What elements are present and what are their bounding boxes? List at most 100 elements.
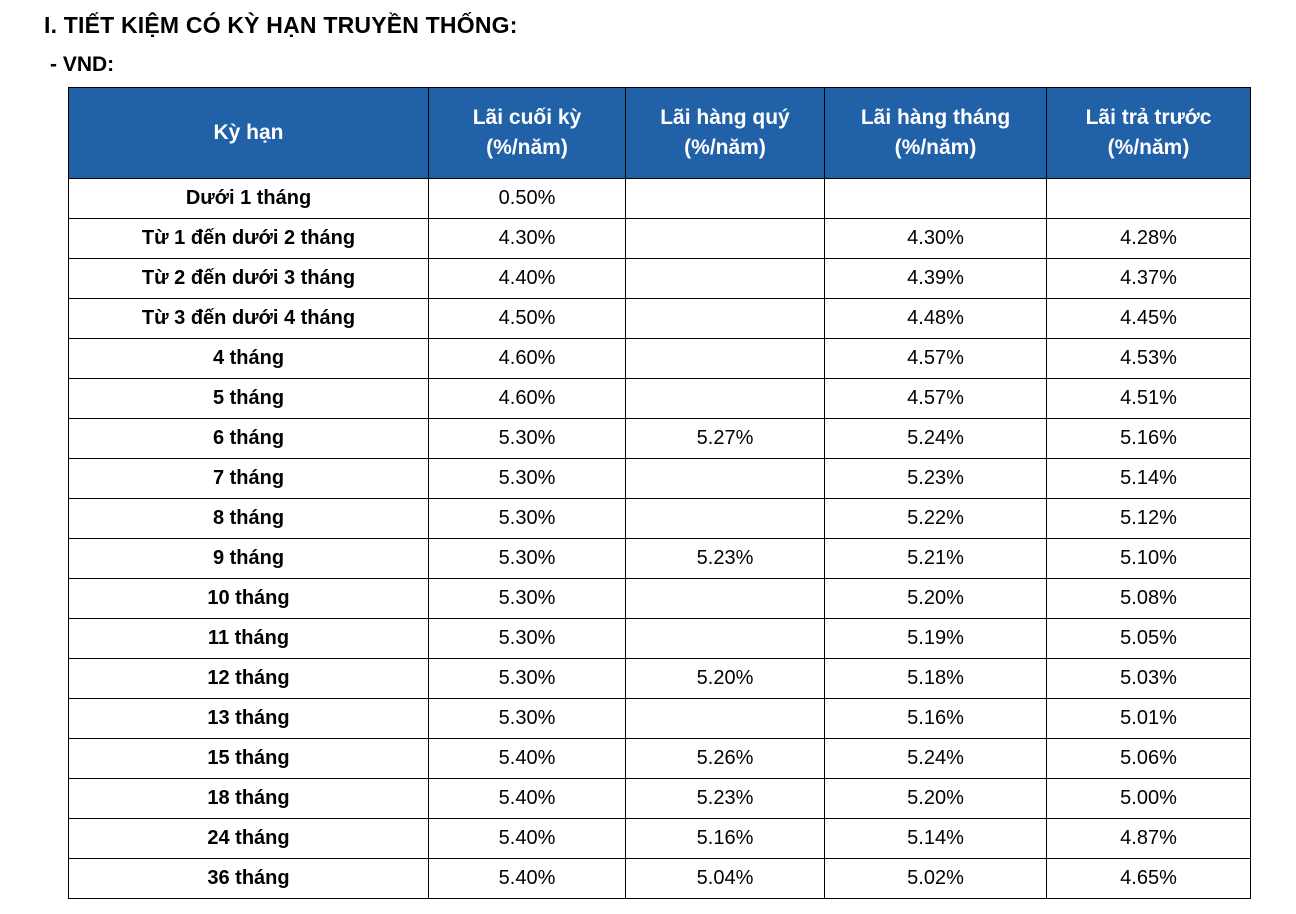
column-header-line1: Lãi hàng tháng <box>860 105 1011 129</box>
rate-cell: 0.50% <box>428 178 626 219</box>
column-header-line1: Lãi cuối kỳ <box>472 105 582 129</box>
rate-cell <box>625 338 825 379</box>
rate-cell: 5.04% <box>625 858 825 899</box>
rate-cell: 5.16% <box>824 698 1047 739</box>
rate-cell <box>824 178 1047 219</box>
rate-cell: 5.08% <box>1046 578 1251 619</box>
term-cell: 6 tháng <box>68 418 429 459</box>
rate-cell: 4.30% <box>428 218 626 259</box>
rate-cell: 5.23% <box>824 458 1047 499</box>
rate-cell: 4.50% <box>428 298 626 339</box>
rate-cell: 5.01% <box>1046 698 1251 739</box>
table-row: 10 tháng 5.30% 5.20% 5.08% <box>68 578 1251 619</box>
term-cell: 12 tháng <box>68 658 429 699</box>
rate-cell: 4.57% <box>824 338 1047 379</box>
rate-cell: 5.02% <box>824 858 1047 899</box>
rate-cell: 5.40% <box>428 778 626 819</box>
table-row: 6 tháng 5.30% 5.27% 5.24% 5.16% <box>68 418 1251 459</box>
table-header-row: Kỳ hạn Lãi cuối kỳ (%/năm) Lãi hàng quý (%/n… <box>68 87 1251 179</box>
term-cell: Từ 2 đến dưới 3 tháng <box>68 258 429 299</box>
table-row: Từ 2 đến dưới 3 tháng 4.40% 4.39% 4.37% <box>68 258 1251 299</box>
rate-cell: 4.60% <box>428 378 626 419</box>
rate-cell <box>625 218 825 259</box>
table-row: Từ 1 đến dưới 2 tháng 4.30% 4.30% 4.28% <box>68 218 1251 259</box>
term-cell: 9 tháng <box>68 538 429 579</box>
table-row: Dưới 1 tháng 0.50% <box>68 178 1251 219</box>
rate-cell <box>625 698 825 739</box>
table-row: 13 tháng 5.30% 5.16% 5.01% <box>68 698 1251 739</box>
term-cell: 24 tháng <box>68 818 429 859</box>
rate-cell <box>625 578 825 619</box>
column-header: Lãi cuối kỳ (%/năm) <box>428 87 626 179</box>
table-row: 11 tháng 5.30% 5.19% 5.05% <box>68 618 1251 659</box>
rate-cell: 4.51% <box>1046 378 1251 419</box>
column-header-line2: (%/năm) <box>684 136 766 159</box>
rate-cell: 5.24% <box>824 418 1047 459</box>
rate-cell: 4.39% <box>824 258 1047 299</box>
table-row: 24 tháng 5.40% 5.16% 5.14% 4.87% <box>68 818 1251 859</box>
rate-cell: 5.14% <box>1046 458 1251 499</box>
table-row: 36 tháng 5.40% 5.04% 5.02% 4.65% <box>68 858 1251 899</box>
column-header-line2: (%/năm) <box>894 136 977 159</box>
table-row: 18 tháng 5.40% 5.23% 5.20% 5.00% <box>68 778 1251 819</box>
term-cell: Từ 3 đến dưới 4 tháng <box>68 298 429 339</box>
table-row: 5 tháng 4.60% 4.57% 4.51% <box>68 378 1251 419</box>
term-cell: 7 tháng <box>68 458 429 499</box>
table-row: Từ 3 đến dưới 4 tháng 4.50% 4.48% 4.45% <box>68 298 1251 339</box>
rate-cell: 5.10% <box>1046 538 1251 579</box>
term-cell: 8 tháng <box>68 498 429 539</box>
term-cell: Từ 1 đến dưới 2 tháng <box>68 218 429 259</box>
rate-cell: 5.30% <box>428 538 626 579</box>
rate-cell: 4.87% <box>1046 818 1251 859</box>
rate-cell: 4.65% <box>1046 858 1251 899</box>
table-row: 4 tháng 4.60% 4.57% 4.53% <box>68 338 1251 379</box>
rate-cell <box>625 258 825 299</box>
rate-cell <box>625 458 825 499</box>
rate-cell: 5.40% <box>428 858 626 899</box>
rate-cell <box>625 378 825 419</box>
term-cell: 11 tháng <box>68 618 429 659</box>
rate-cell: 4.48% <box>824 298 1047 339</box>
column-header-line1: Lãi hàng quý <box>660 105 790 129</box>
rate-cell: 5.20% <box>625 658 825 699</box>
rate-cell: 4.28% <box>1046 218 1251 259</box>
rate-cell: 5.40% <box>428 738 626 779</box>
currency-label: - VND: <box>50 53 115 76</box>
rate-cell: 4.53% <box>1046 338 1251 379</box>
term-cell: Dưới 1 tháng <box>68 178 429 219</box>
rate-cell: 5.06% <box>1046 738 1251 779</box>
page-title: I. TIẾT KIỆM CÓ KỲ HẠN TRUYỀN THỐNG: <box>44 12 518 38</box>
rate-cell: 5.30% <box>428 698 626 739</box>
column-header-line2: (%/năm) <box>1107 136 1190 159</box>
rate-cell: 5.12% <box>1046 498 1251 539</box>
rate-cell: 5.27% <box>625 418 825 459</box>
column-header-line2: (%/năm) <box>486 136 568 159</box>
rate-cell: 5.26% <box>625 738 825 779</box>
rate-cell <box>625 298 825 339</box>
column-header: Lãi hàng tháng (%/năm) <box>824 87 1047 179</box>
rate-cell: 5.23% <box>625 538 825 579</box>
rate-cell: 5.16% <box>1046 418 1251 459</box>
term-cell: 36 tháng <box>68 858 429 899</box>
rate-cell: 4.60% <box>428 338 626 379</box>
rate-cell: 5.05% <box>1046 618 1251 659</box>
rate-cell: 5.22% <box>824 498 1047 539</box>
table-row: 12 tháng 5.30% 5.20% 5.18% 5.03% <box>68 658 1251 699</box>
rate-cell: 5.20% <box>824 578 1047 619</box>
rate-cell: 5.30% <box>428 418 626 459</box>
rate-cell <box>625 618 825 659</box>
rate-cell <box>625 498 825 539</box>
rate-cell: 4.30% <box>824 218 1047 259</box>
rate-cell: 5.16% <box>625 818 825 859</box>
rate-cell: 4.57% <box>824 378 1047 419</box>
term-cell: 5 tháng <box>68 378 429 419</box>
rate-cell: 4.40% <box>428 258 626 299</box>
rate-cell: 5.40% <box>428 818 626 859</box>
rate-cell: 5.19% <box>824 618 1047 659</box>
rate-cell <box>1046 178 1251 219</box>
table-row: 7 tháng 5.30% 5.23% 5.14% <box>68 458 1251 499</box>
column-header: Kỳ hạn <box>68 87 429 179</box>
table-row: 8 tháng 5.30% 5.22% 5.12% <box>68 498 1251 539</box>
rate-cell: 5.30% <box>428 498 626 539</box>
